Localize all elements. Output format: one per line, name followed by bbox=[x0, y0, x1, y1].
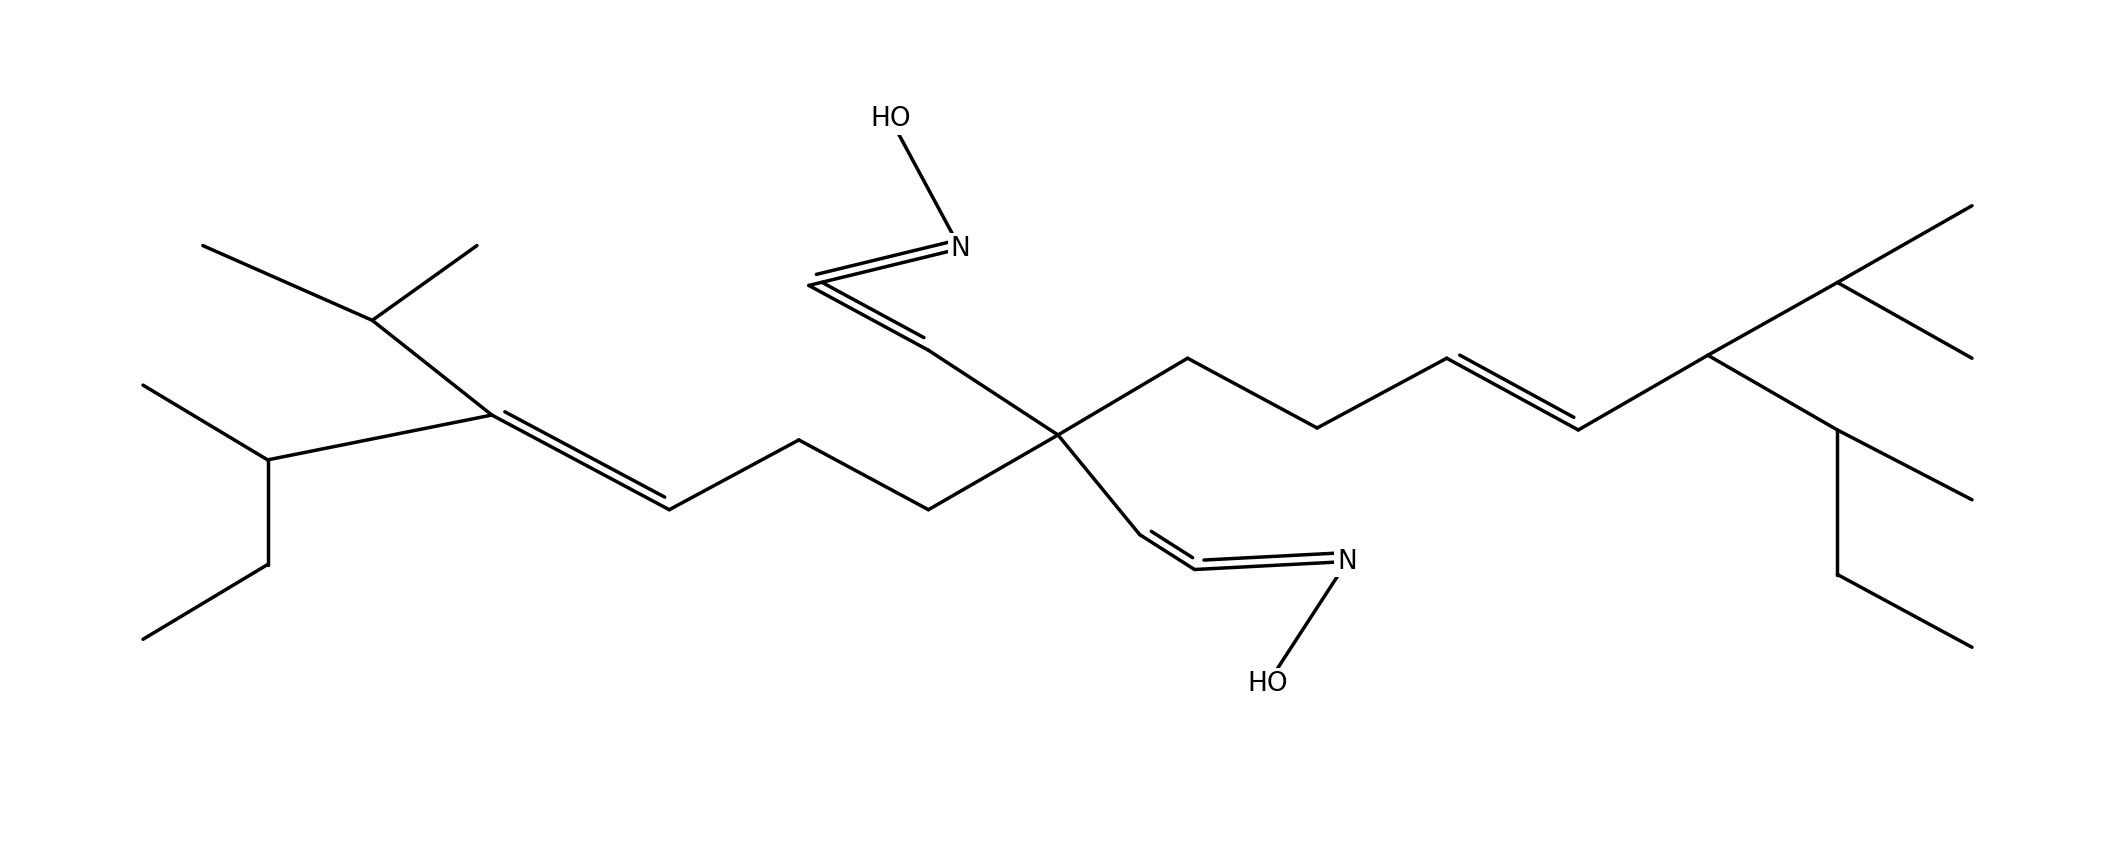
Text: HO: HO bbox=[1248, 671, 1288, 697]
Text: HO: HO bbox=[869, 106, 912, 132]
Text: N: N bbox=[1337, 548, 1358, 574]
Text: N: N bbox=[950, 235, 971, 261]
